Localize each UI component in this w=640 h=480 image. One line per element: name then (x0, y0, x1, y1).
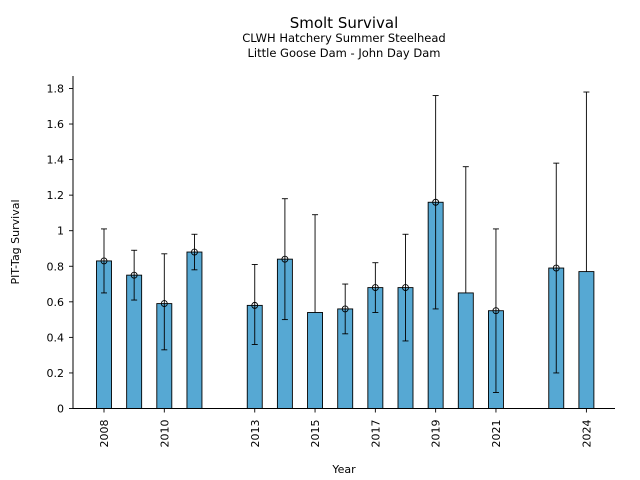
y-tick-label: 0.6 (47, 296, 65, 309)
chart-subtitle-line-2: Little Goose Dam - John Day Dam (248, 46, 441, 60)
y-axis-label: PIT-Tag Survival (9, 199, 22, 284)
y-tick-label: 1.2 (47, 189, 65, 202)
estimate-marker-2019 (432, 198, 440, 206)
y-tick-label: 1.6 (47, 118, 65, 131)
x-tick-label: 2008 (98, 420, 111, 448)
x-tick-label: 2010 (158, 420, 171, 448)
error-bars-layer (101, 91, 590, 393)
estimate-marker-2009 (130, 271, 138, 279)
x-tick-label: 2013 (249, 420, 262, 448)
bar-2024 (578, 271, 595, 409)
x-tick-label: 2021 (490, 420, 503, 448)
x-ticks: 2008 2010 2013 2015 2017 2019 2021 2024 (98, 408, 593, 448)
y-tick-label: 0.4 (47, 331, 65, 344)
x-tick-label: 2017 (369, 420, 382, 448)
estimate-marker-2013 (251, 301, 259, 309)
x-axis-label: Year (331, 463, 356, 476)
bar-2020 (457, 292, 474, 409)
markers-layer (100, 198, 560, 315)
estimate-marker-2008 (100, 257, 108, 265)
estimate-marker-2010 (160, 300, 168, 308)
y-tick-label: 1 (57, 225, 64, 238)
estimate-marker-2021 (492, 307, 500, 315)
bar-2011 (186, 251, 203, 409)
estimate-marker-2023 (552, 264, 560, 272)
estimate-marker-2016 (341, 305, 349, 313)
y-tick-label: 0 (57, 403, 64, 416)
estimate-marker-2011 (190, 248, 198, 256)
bar-2015 (307, 312, 323, 409)
y-tick-label: 1.4 (47, 154, 65, 167)
x-tick-label: 2024 (580, 420, 593, 448)
estimate-marker-2017 (371, 284, 379, 292)
chart-title: Smolt Survival (290, 14, 399, 32)
estimate-marker-2018 (402, 284, 409, 292)
y-tick-label: 1.8 (47, 82, 65, 95)
x-tick-label: 2019 (430, 420, 443, 448)
chart-subtitle-line-1: CLWH Hatchery Summer Steelhead (242, 31, 445, 45)
x-tick-label: 2015 (309, 420, 322, 448)
y-tick-label: 0.8 (47, 260, 65, 273)
y-tick-label: 0.2 (47, 367, 65, 380)
estimate-marker-2014 (281, 255, 289, 263)
y-ticks: 0 0.2 0.4 0.6 0.8 1 1.2 1.4 1.6 1.8 (47, 82, 73, 416)
